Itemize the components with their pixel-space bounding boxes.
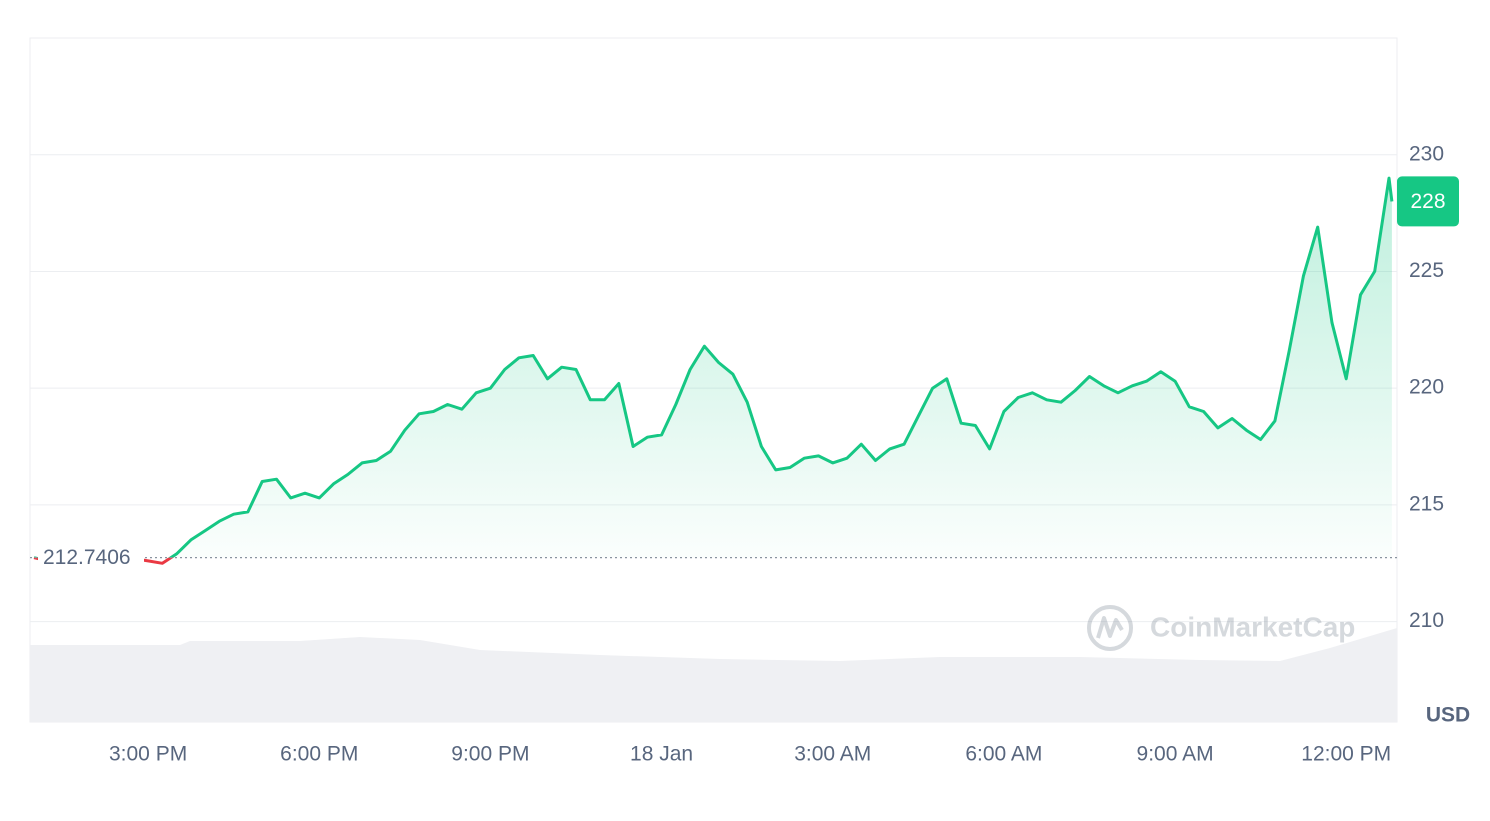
y-tick-label: 215 xyxy=(1409,492,1444,515)
y-tick-label: 230 xyxy=(1409,142,1444,165)
y-tick-label: 220 xyxy=(1409,376,1444,399)
x-tick-label: 18 Jan xyxy=(630,743,693,766)
watermark-group: CoinMarketCap xyxy=(1087,605,1355,651)
y-tick-label: 225 xyxy=(1409,259,1444,282)
watermark: CoinMarketCap xyxy=(1150,611,1355,642)
price-line xyxy=(34,176,1394,558)
current-price-tag xyxy=(1397,176,1459,227)
x-tick-label: 3:00 PM xyxy=(109,743,187,766)
x-tick-label: 3:00 AM xyxy=(794,743,871,766)
volume-area xyxy=(30,628,1397,722)
x-tick-label: 9:00 PM xyxy=(451,743,529,766)
x-tick-label: 6:00 AM xyxy=(965,743,1042,766)
current-price-label: 228 xyxy=(1410,190,1445,213)
y-tick-label: 210 xyxy=(1409,609,1444,632)
watermark-logo-mark xyxy=(1096,616,1124,639)
x-tick-label: 12:00 PM xyxy=(1301,743,1391,766)
y-unit: USD xyxy=(1426,704,1470,727)
baseline-label: 212.7406 xyxy=(43,546,131,569)
x-tick-label: 6:00 PM xyxy=(280,743,358,766)
watermark-logo xyxy=(1087,605,1133,651)
x-tick-label: 9:00 AM xyxy=(1137,743,1214,766)
price-area xyxy=(96,178,1392,558)
baseline-label-bg xyxy=(38,544,144,571)
